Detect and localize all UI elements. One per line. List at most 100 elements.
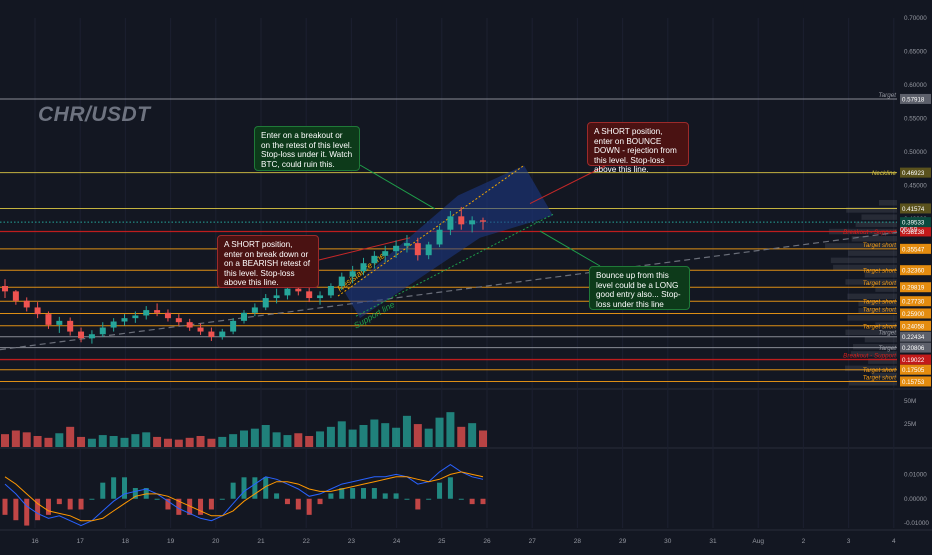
candle-body (436, 229, 443, 245)
histogram-bar (176, 498, 182, 515)
price-level-label: Target short (863, 268, 897, 275)
histogram-bar (132, 488, 138, 499)
price-level-value: 0.35547 (902, 246, 925, 253)
histogram-bar (404, 498, 410, 500)
volume-bar (424, 428, 433, 447)
candle-body (295, 288, 302, 292)
candle-body (306, 291, 313, 299)
volume-bar (44, 437, 53, 447)
volume-bar (337, 421, 346, 447)
candle-body (67, 320, 74, 332)
date-axis-tick: 30 (664, 538, 672, 545)
annotation-short-bottom-note[interactable]: A SHORT position, enter on break down or… (217, 235, 319, 288)
price-axis-tick: 0.50000 (904, 149, 927, 156)
volume-profile-bar (825, 243, 897, 249)
histogram-bar (263, 477, 269, 499)
volume-profile-bar (879, 200, 897, 206)
histogram-bar (2, 498, 8, 515)
histogram-bar (208, 498, 214, 510)
volume-axis-tick: 25M (904, 421, 916, 428)
oscillator-axis-tick: 0.01000 (904, 471, 927, 478)
histogram-bar (241, 477, 247, 499)
volume-bar (413, 424, 422, 447)
histogram-bar (219, 498, 225, 500)
volume-profile-bar (850, 351, 897, 357)
price-level-tag (900, 226, 931, 237)
histogram-bar (317, 498, 323, 505)
price-level-value: 0.24058 (902, 323, 925, 330)
candle-body (23, 300, 30, 308)
price-axis-tick: 0.70000 (904, 15, 927, 22)
histogram-bar (187, 498, 193, 515)
volume-bar (131, 434, 140, 447)
volume-bar (22, 432, 31, 447)
histogram-bar (361, 488, 366, 499)
price-level-label: Target short (863, 374, 897, 381)
volume-bar (283, 435, 292, 447)
date-axis-tick: 25 (438, 538, 446, 545)
volume-bar (1, 434, 9, 447)
volume-profile-bar (871, 372, 897, 379)
candle-body (164, 312, 171, 319)
histogram-bar (13, 498, 19, 521)
candle-body (132, 315, 139, 319)
candle-body (143, 310, 150, 316)
histogram-bar (437, 482, 443, 499)
date-axis-tick: 16 (31, 538, 39, 545)
candle-body (219, 331, 226, 337)
candle-body (197, 327, 204, 332)
histogram-bar (284, 498, 290, 505)
macd-line (4, 463, 484, 527)
volume-bar (305, 436, 314, 447)
candle-body (273, 295, 280, 299)
candle-body (34, 307, 41, 315)
volume-bar (207, 438, 216, 447)
candle-body (154, 310, 161, 313)
price-level-tag (900, 167, 931, 178)
volume-profile-bar (847, 315, 897, 321)
volume-profile-bar (875, 286, 897, 292)
price-level-value: 0.32360 (902, 268, 925, 275)
volume-bar (153, 436, 162, 447)
histogram-bar (35, 498, 41, 521)
annotation-connector (529, 165, 606, 205)
candle-body (45, 314, 52, 325)
candle-body (327, 286, 334, 296)
volume-profile-bar (845, 279, 897, 285)
price-level-label: Neckline (872, 170, 897, 177)
price-level-value: 0.41574 (902, 206, 925, 213)
candle-body (284, 288, 291, 296)
candle-body (186, 322, 193, 328)
volume-profile-bar (875, 322, 897, 328)
volume-bar (326, 426, 335, 447)
price-level-value: 0.46923 (902, 170, 925, 177)
date-axis-tick: 18 (122, 538, 130, 545)
volume-bar (33, 436, 42, 447)
annotation-bounce-note[interactable]: Bounce up from this level could be a LON… (589, 266, 690, 310)
annotation-short-top-note[interactable]: A SHORT position, enter on BOUNCE DOWN -… (587, 122, 689, 174)
price-axis-tick: 0.65000 (904, 49, 927, 56)
candle-body (262, 298, 269, 308)
date-axis-tick: Aug (752, 538, 764, 545)
price-level-tag (900, 282, 931, 293)
volume-bar (435, 417, 444, 447)
histogram-bar (295, 498, 301, 510)
volume-bar (196, 436, 205, 447)
volume-profile-bar (848, 250, 897, 256)
candle-body (403, 243, 410, 246)
volume-bar (272, 432, 281, 447)
histogram-bar (447, 477, 453, 499)
volume-bar (109, 436, 118, 447)
volume-bar (229, 434, 238, 447)
price-level-tag (900, 376, 931, 387)
volume-profile-bar (846, 207, 897, 213)
price-level-label: Target (878, 330, 896, 337)
date-axis-tick: 26 (483, 538, 491, 545)
trend-line (0, 231, 898, 351)
histogram-bar (67, 498, 73, 510)
candle-body (458, 216, 465, 225)
annotation-breakout-note[interactable]: Enter on a breakout or on the retest of … (254, 126, 360, 171)
histogram-bar (393, 493, 399, 499)
histogram-bar (78, 498, 84, 510)
